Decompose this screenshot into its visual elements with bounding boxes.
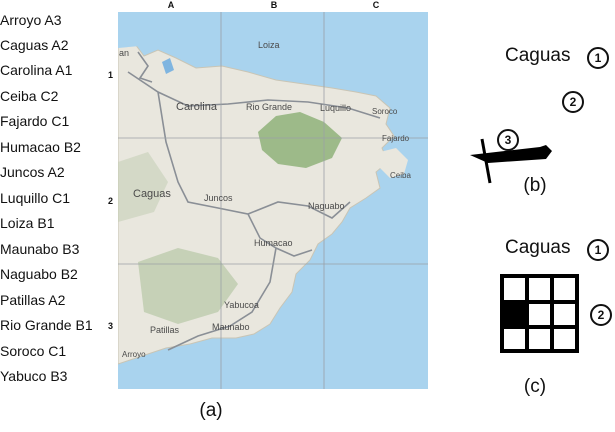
place-label-san-juan: an [119, 48, 129, 58]
place-label-carolina: Carolina [176, 101, 218, 113]
lake [162, 58, 174, 74]
index-item-maunabo: Maunabo B3 [0, 241, 80, 257]
index-item-yabuco: Yabuco B3 [0, 368, 68, 384]
map-canvas: an Loiza Carolina Rio Grande Luquillo So… [118, 12, 428, 389]
place-label-juncos: Juncos [204, 193, 233, 203]
panel-b-marker-3: 3 [497, 129, 519, 151]
index-item-soroco: Soroco C1 [0, 343, 67, 359]
index-item-arroyo: Arroyo A3 [0, 12, 62, 28]
place-label-luquillo: Luquillo [320, 103, 351, 113]
caption-c: (c) [523, 376, 547, 397]
index-item-caguas: Caguas A2 [0, 37, 69, 53]
place-label-ceiba: Ceiba [390, 171, 411, 180]
place-label-caguas: Caguas [133, 188, 171, 200]
coast-inlet [118, 32, 148, 48]
grid-column-label-b: B [270, 0, 278, 10]
place-label-yabucoa: Yabucoa [224, 300, 259, 310]
index-item-patillas: Patillas A2 [0, 292, 66, 308]
index-item-carolina: Carolina A1 [0, 62, 73, 78]
panel-b-marker-1: 1 [587, 47, 609, 69]
place-label-maunabo: Maunabo [212, 322, 250, 332]
map-panel[interactable]: an Loiza Carolina Rio Grande Luquillo So… [118, 12, 428, 389]
panel-c-marker-2: 2 [590, 304, 612, 326]
grid-row-label-1: 1 [108, 70, 114, 80]
grid-locator-icon [500, 274, 579, 353]
grid-row-label-2: 2 [108, 196, 114, 206]
place-label-arroyo: Arroyo [122, 350, 146, 359]
place-label-soroco: Soroco [372, 107, 398, 116]
grid-column-label-c: C [372, 0, 380, 10]
grid-lines [118, 12, 428, 389]
panel-b-title: Caguas [505, 45, 571, 66]
land-mass-east [380, 148, 408, 178]
index-item-ceiba: Ceiba C2 [0, 88, 59, 104]
caption-b: (b) [523, 175, 547, 196]
place-label-patillas: Patillas [150, 325, 180, 335]
place-label-loiza: Loiza [258, 40, 280, 50]
hills-west [118, 152, 168, 222]
grid-row-label-3: 3 [108, 321, 114, 331]
mountain-forest [258, 112, 342, 168]
place-label-humacao: Humacao [254, 238, 293, 248]
index-item-juncos: Juncos A2 [0, 164, 65, 180]
place-label-rio-grande: Rio Grande [246, 102, 292, 112]
place-label-fajardo: Fajardo [382, 134, 410, 143]
index-item-loiza: Loiza B1 [0, 215, 55, 231]
index-item-humacao: Humacao B2 [0, 139, 81, 155]
panel-b-marker-2: 2 [562, 91, 584, 113]
hills-south [138, 248, 238, 324]
panel-c-marker-1: 1 [587, 239, 609, 261]
grid-column-label-a: A [167, 0, 175, 10]
index-item-rio-grande: Rio Grande B1 [0, 317, 93, 333]
caption-a: (a) [199, 400, 223, 421]
knife-glyph-icon [470, 138, 552, 184]
index-item-luquillo: Luquillo C1 [0, 190, 71, 206]
index-item-fajardo: Fajardo C1 [0, 113, 70, 129]
place-label-naguabo: Naguabo [308, 201, 345, 211]
index-item-naguabo: Naguabo B2 [0, 266, 78, 282]
road-network [127, 51, 381, 351]
panel-c-title: Caguas [505, 237, 571, 258]
